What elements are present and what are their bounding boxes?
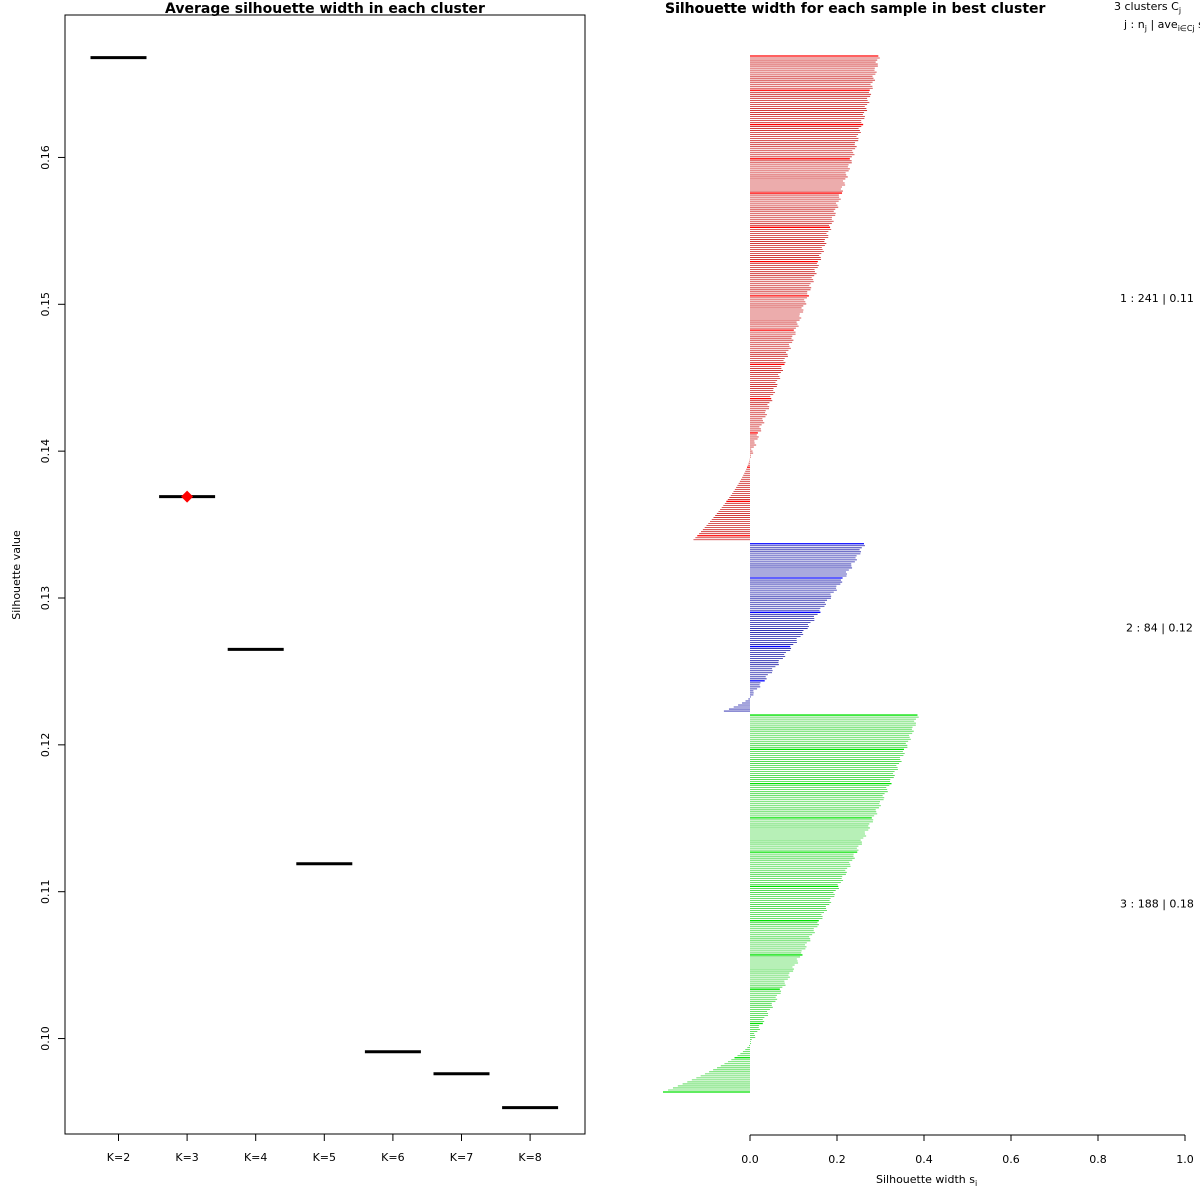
left-marks bbox=[90, 56, 559, 1110]
x-tick-label: K=8 bbox=[518, 1151, 541, 1164]
x-tick-label: 1.0 bbox=[1176, 1153, 1194, 1166]
x-tick-label: 0.4 bbox=[915, 1153, 933, 1166]
right-x-axis-label: Silhouette width si bbox=[876, 1173, 977, 1188]
cluster-2-label: 2 : 84 | 0.12 bbox=[1126, 621, 1193, 634]
x-tick-label: 0.2 bbox=[828, 1153, 846, 1166]
left-title: Average silhouette width in each cluster bbox=[165, 1, 485, 17]
cluster-3-bars bbox=[663, 714, 919, 1093]
cluster-1-bars bbox=[693, 55, 880, 541]
x-tick-label: 0.0 bbox=[741, 1153, 759, 1166]
legend-header-line1-sub: j bbox=[1178, 6, 1181, 15]
legend-header-line2-sub: j bbox=[1144, 24, 1147, 33]
x-tick-label: K=6 bbox=[381, 1151, 404, 1164]
x-tick-label: K=5 bbox=[313, 1151, 336, 1164]
x-tick-label: 0.6 bbox=[1002, 1153, 1020, 1166]
y-tick-label: 0.13 bbox=[39, 586, 52, 611]
cluster-3-label: 3 : 188 | 0.18 bbox=[1120, 898, 1194, 911]
y-tick-label: 0.10 bbox=[39, 1026, 52, 1051]
legend-header-line2: j : nj | avei∈Cj s bbox=[1123, 18, 1200, 33]
right-x-axis: 0.0 0.2 0.4 0.6 0.8 1.0 bbox=[741, 1134, 1194, 1166]
left-x-axis: K=2 K=3 K=4 K=5 K=6 K=7 K=8 bbox=[107, 1134, 542, 1164]
right-title: Silhouette width for each sample in best… bbox=[665, 1, 1046, 17]
legend-header-line2-tail: s bbox=[1195, 18, 1200, 31]
right-cluster-labels: 1 : 241 | 0.11 2 : 84 | 0.12 3 : 188 | 0.1… bbox=[1120, 292, 1194, 911]
best-k-marker bbox=[181, 490, 194, 503]
legend-header-line2-sub2: i∈Cj bbox=[1178, 24, 1195, 33]
right-panel: Silhouette Silhouette width for each sam… bbox=[663, 0, 1200, 1188]
x-tick-label: K=7 bbox=[450, 1151, 473, 1164]
right-x-axis-label-sub: i bbox=[975, 1179, 977, 1188]
left-y-axis: 0.10 0.11 0.12 0.13 0.14 0.15 0.16 bbox=[39, 145, 65, 1051]
right-x-axis-label-main: Silhouette width s bbox=[876, 1173, 975, 1186]
left-y-axis-label: Silhouette value bbox=[10, 530, 23, 620]
y-tick-label: 0.15 bbox=[39, 292, 52, 317]
x-tick-label: K=2 bbox=[107, 1151, 130, 1164]
legend-header-line2-text: j : n bbox=[1123, 18, 1145, 31]
cluster-2-bars bbox=[723, 543, 865, 712]
y-tick-label: 0.14 bbox=[39, 439, 52, 464]
left-plot-frame bbox=[64, 14, 586, 1135]
cluster-1-label: 1 : 241 | 0.11 bbox=[1120, 292, 1194, 305]
x-tick-label: K=3 bbox=[175, 1151, 198, 1164]
y-tick-label: 0.12 bbox=[39, 733, 52, 758]
legend-header-line1: 3 clusters Cj bbox=[1114, 0, 1181, 15]
x-tick-label: K=4 bbox=[244, 1151, 267, 1164]
left-panel: Average silhouette width in each cluster… bbox=[10, 1, 586, 1164]
right-title-overlap: Silhouette bbox=[665, 1, 747, 17]
right-bars bbox=[663, 55, 919, 1093]
legend-header-line1-text: 3 clusters C bbox=[1114, 0, 1179, 13]
y-tick-label: 0.16 bbox=[39, 145, 52, 170]
y-tick-label: 0.11 bbox=[39, 879, 52, 904]
x-tick-label: 0.8 bbox=[1089, 1153, 1107, 1166]
legend-header-line2-rest: | ave bbox=[1147, 18, 1178, 31]
